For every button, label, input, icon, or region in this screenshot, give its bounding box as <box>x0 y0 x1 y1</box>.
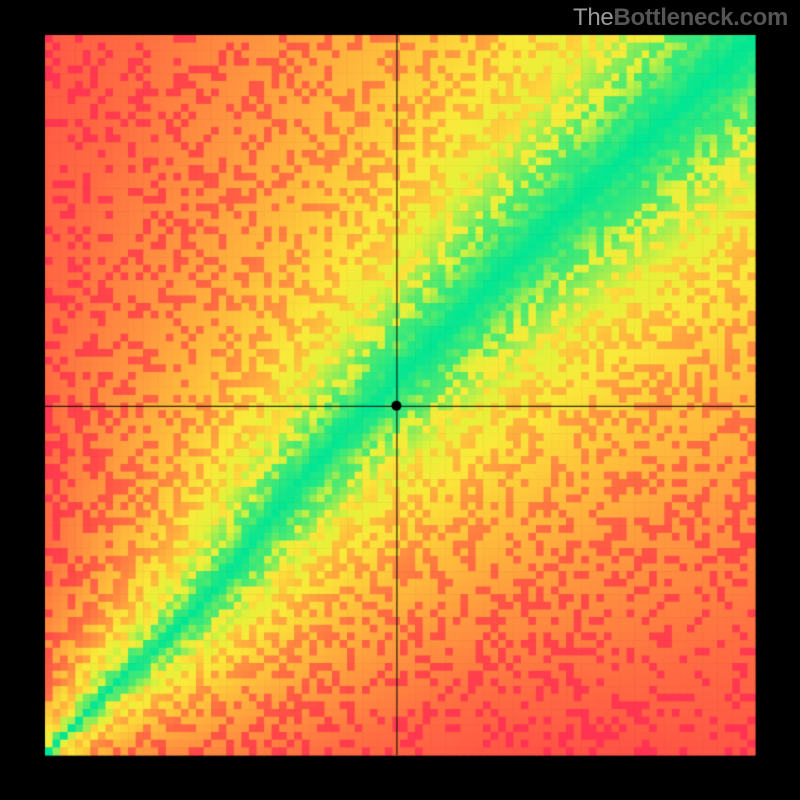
bottleneck-heatmap <box>0 0 800 800</box>
watermark-prefix: The <box>573 4 613 31</box>
watermark-main: Bottleneck.com <box>613 4 788 31</box>
chart-container: TheBottleneck.com <box>0 0 800 800</box>
watermark: TheBottleneck.com <box>573 4 788 32</box>
